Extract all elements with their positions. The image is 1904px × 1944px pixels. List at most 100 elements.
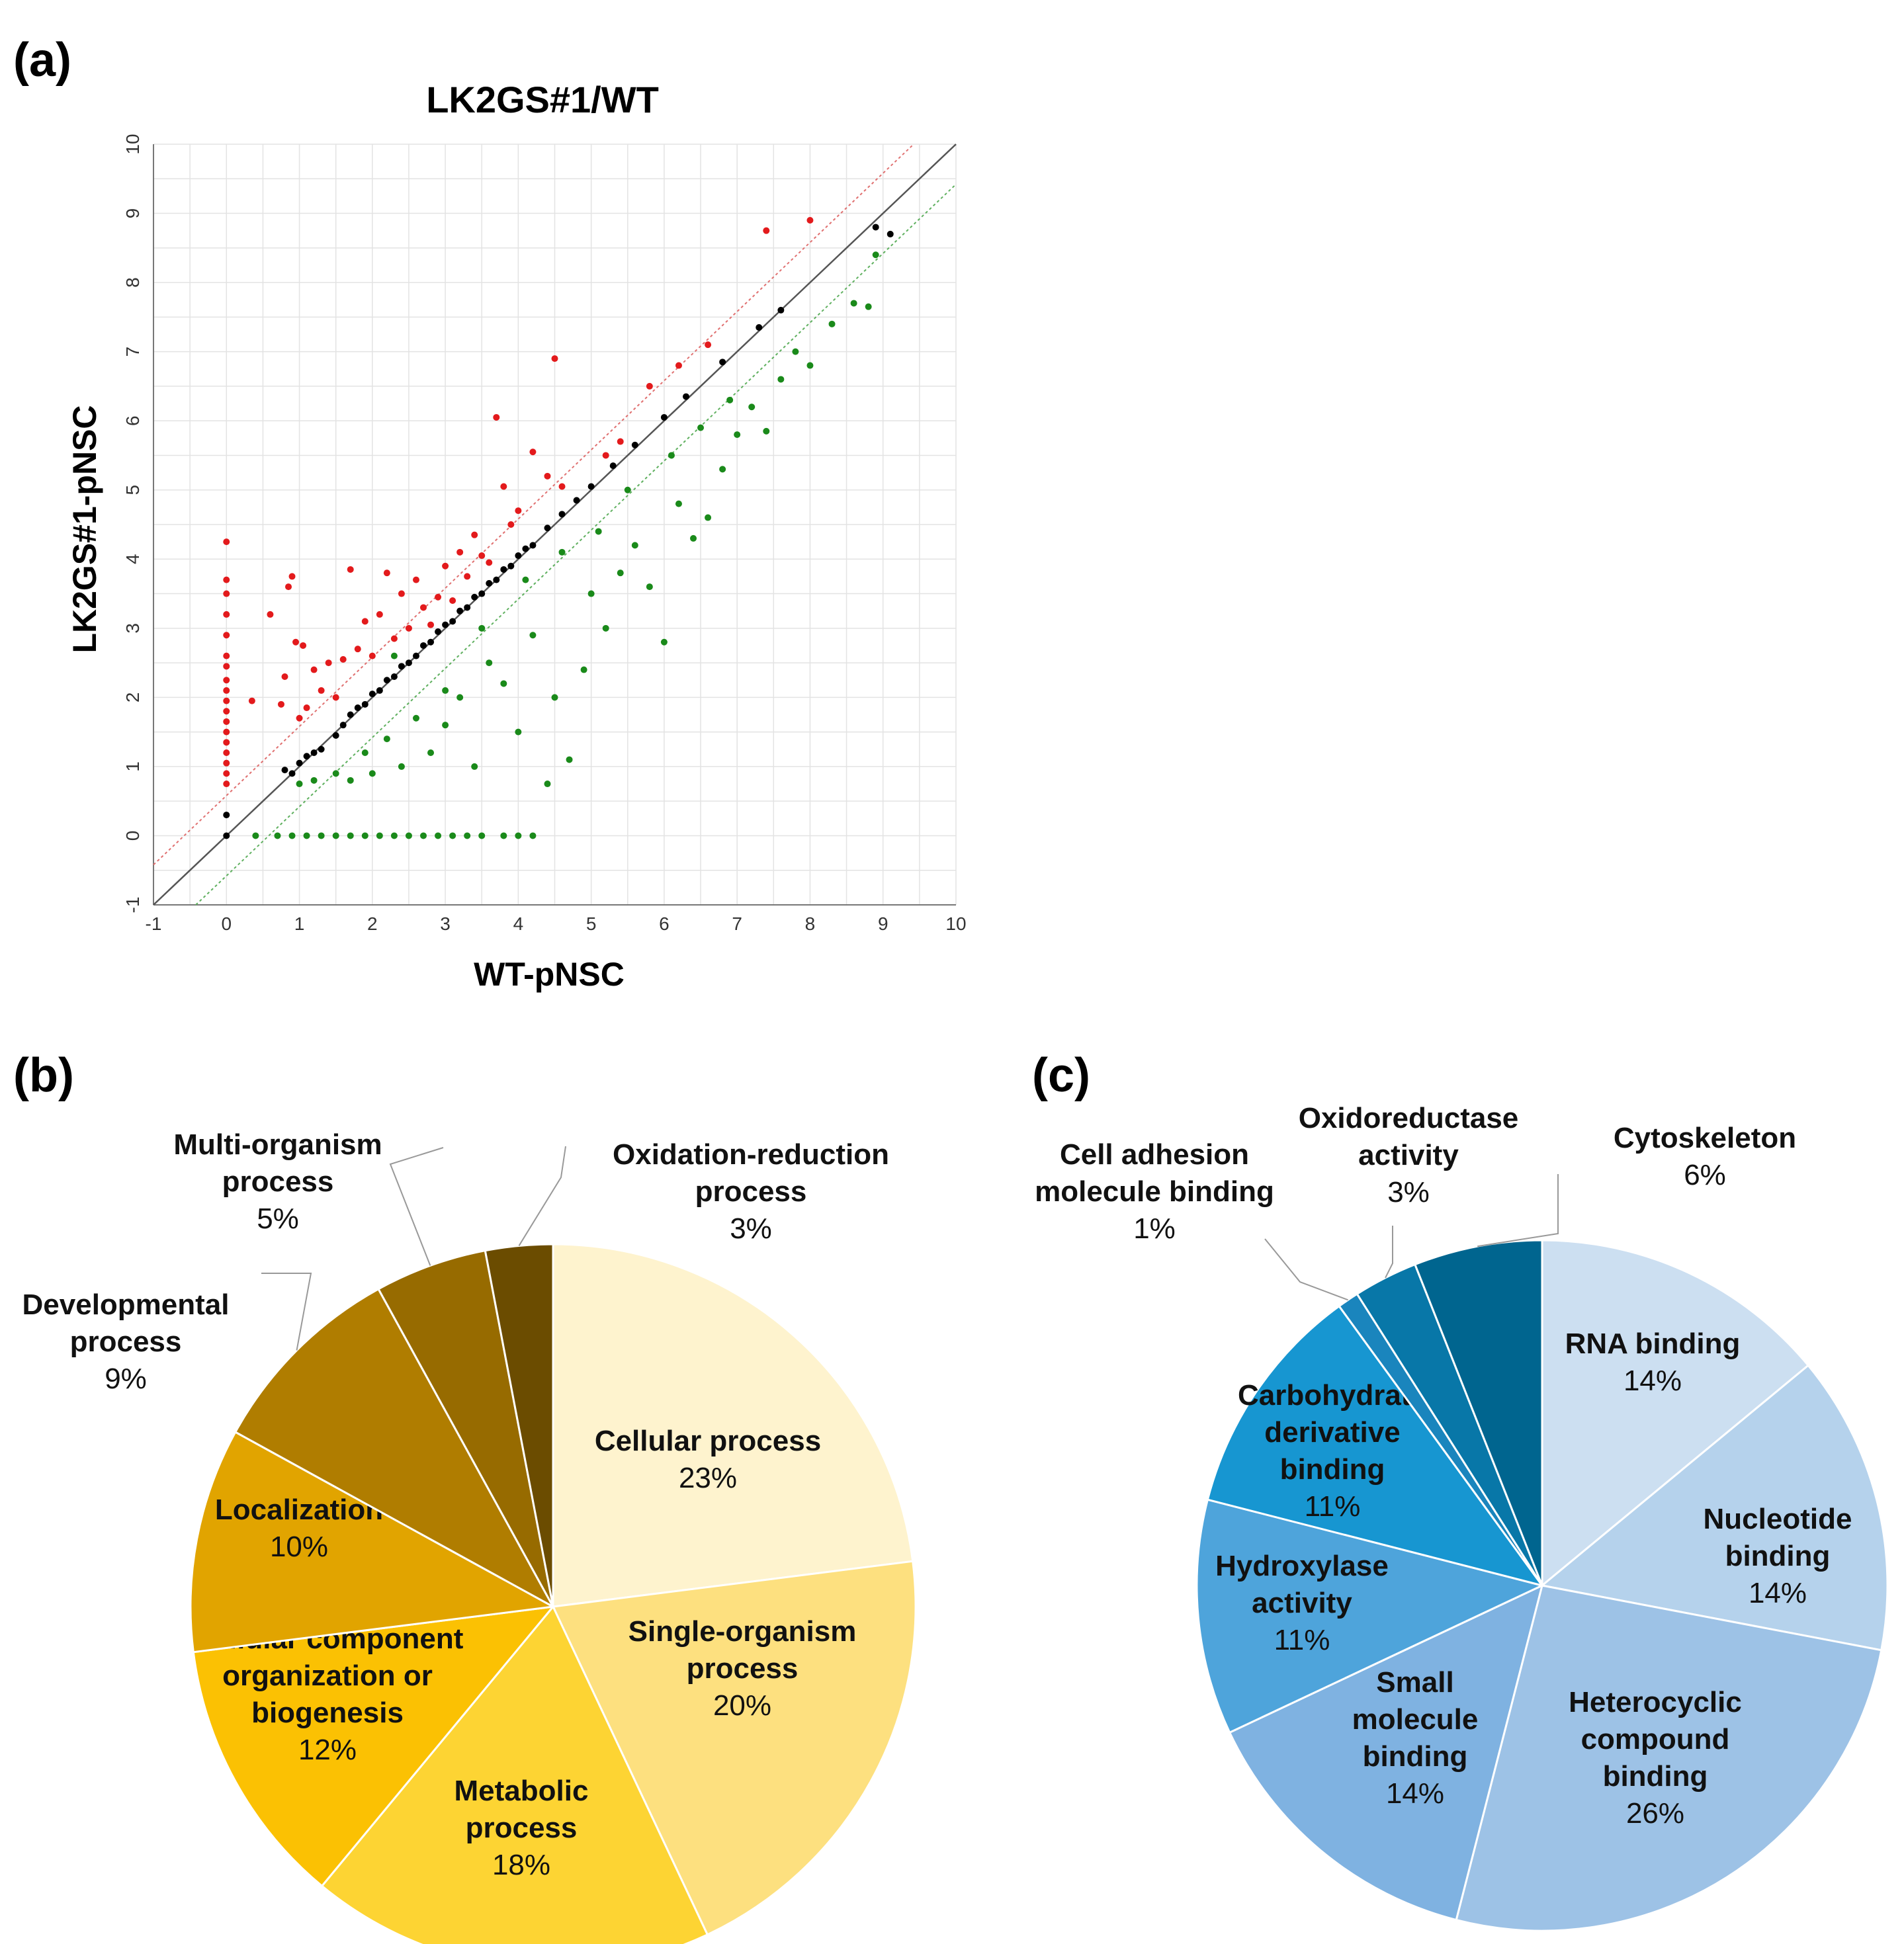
point-up-regulated — [500, 483, 507, 490]
point-unchanged — [631, 441, 638, 448]
point-up-regulated — [223, 697, 230, 704]
point-up-regulated — [361, 618, 368, 625]
point-unchanged — [332, 732, 339, 739]
point-down-regulated — [529, 632, 537, 639]
scatter-reference-lines — [153, 144, 957, 906]
y-tick-label: 1 — [122, 761, 143, 772]
pie-slice-percent: 23% — [679, 1462, 737, 1494]
point-up-regulated — [602, 452, 609, 459]
point-down-regulated — [310, 777, 318, 784]
point-down-regulated — [361, 832, 368, 839]
pie-slice-label: Multi-organism — [173, 1128, 382, 1161]
point-up-regulated — [223, 538, 230, 546]
point-down-regulated — [726, 396, 734, 403]
pie-slice — [1541, 1239, 1810, 1588]
pie-slice — [376, 1249, 554, 1607]
point-unchanged — [318, 745, 325, 753]
pie-slice-percent: 3% — [1387, 1176, 1430, 1208]
y-tick-label: 10 — [122, 134, 143, 154]
pie-slice-percent: 11% — [1305, 1490, 1361, 1523]
pie-slice — [1195, 1498, 1545, 1734]
point-unchanged — [544, 525, 551, 532]
pie-slice-percent: 14% — [1749, 1577, 1807, 1609]
y-tick-label: 6 — [122, 415, 143, 426]
point-down-regulated — [631, 542, 638, 549]
point-unchanged — [719, 359, 726, 366]
point-down-regulated — [792, 348, 799, 355]
point-down-regulated — [303, 832, 310, 839]
pie-slice — [1206, 1304, 1545, 1587]
point-unchanged — [529, 542, 537, 549]
point-up-regulated — [705, 341, 712, 349]
point-up-regulated — [442, 562, 449, 570]
point-up-regulated — [296, 714, 303, 722]
y-tick-label: 0 — [122, 831, 143, 841]
pie-chart-biological-process: Cellular process 23% Single-organism proces… — [22, 1128, 917, 1944]
point-down-regulated — [602, 624, 609, 632]
point-up-regulated — [529, 448, 537, 456]
point-down-regulated — [376, 832, 383, 839]
point-up-regulated — [277, 700, 284, 708]
x-tick-label: 9 — [878, 913, 888, 934]
point-down-regulated — [478, 624, 486, 632]
pie-slice-label: binding — [1603, 1760, 1708, 1793]
pie-slice-label: organization or — [222, 1660, 433, 1692]
x-tick-label: 10 — [945, 913, 966, 934]
point-down-regulated — [464, 832, 471, 839]
pie-slice — [484, 1243, 554, 1607]
point-down-regulated — [500, 680, 507, 687]
pie-slice-percent: 9% — [105, 1363, 147, 1395]
point-down-regulated — [398, 763, 405, 770]
pie-slice-label: Oxidation-reduction — [613, 1138, 889, 1171]
point-down-regulated — [690, 534, 697, 542]
point-unchanged — [660, 413, 668, 421]
leader-line — [1385, 1226, 1393, 1279]
point-down-regulated — [580, 666, 587, 673]
point-down-regulated — [318, 832, 325, 839]
point-unchanged — [456, 607, 464, 614]
point-up-regulated — [478, 552, 486, 560]
point-unchanged — [376, 687, 383, 694]
point-up-regulated — [435, 593, 442, 601]
pie-slice-label: activity — [1358, 1139, 1459, 1171]
point-up-regulated — [223, 677, 230, 684]
point-down-regulated — [587, 590, 595, 597]
point-unchanged — [383, 677, 390, 684]
point-down-regulated — [850, 300, 857, 307]
point-unchanged — [478, 590, 486, 597]
pie-slice-label: activity — [1252, 1587, 1352, 1619]
point-down-regulated — [420, 832, 427, 839]
point-down-regulated — [719, 466, 726, 473]
point-up-regulated — [376, 611, 383, 618]
point-up-regulated — [544, 472, 551, 480]
pie-slice-label: process — [687, 1652, 799, 1685]
point-unchanged — [500, 566, 507, 573]
y-tick-label: 3 — [122, 623, 143, 634]
point-up-regulated — [223, 708, 230, 715]
point-unchanged — [573, 497, 580, 504]
point-up-regulated — [223, 632, 230, 639]
point-unchanged — [303, 753, 310, 760]
point-up-regulated — [339, 655, 347, 663]
point-up-regulated — [223, 759, 230, 767]
point-up-regulated — [223, 770, 230, 777]
pie-slice-percent: 20% — [713, 1689, 771, 1722]
y-tick-label: 7 — [122, 347, 143, 357]
point-up-regulated — [223, 718, 230, 725]
point-down-regulated — [763, 427, 770, 435]
pie-slice-percent: 26% — [1626, 1797, 1684, 1830]
point-up-regulated — [223, 663, 230, 670]
x-tick-label: 8 — [805, 913, 816, 934]
point-unchanged — [223, 812, 230, 819]
pie-slice — [552, 1243, 914, 1608]
point-down-regulated — [347, 777, 354, 784]
pie-slice-label: Developmental — [22, 1289, 230, 1321]
point-up-regulated — [267, 611, 274, 618]
point-up-regulated — [223, 590, 230, 597]
pie-slice-label: biogenesis — [251, 1697, 404, 1729]
pie-slice-label: Heterocyclic — [1569, 1686, 1742, 1718]
point-down-regulated — [872, 251, 879, 259]
pie-slice-label: RNA binding — [1565, 1328, 1741, 1360]
point-unchanged — [756, 324, 763, 331]
